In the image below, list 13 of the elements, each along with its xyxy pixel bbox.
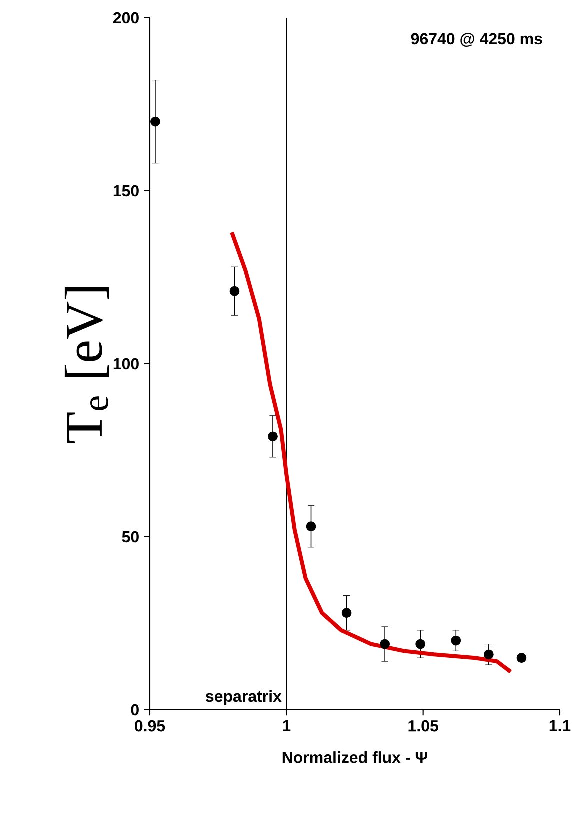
y-tick-label: 100 [114,358,139,370]
x-tick-label: 1.05 [408,720,438,732]
x-tick-label: 1 [283,720,291,732]
annotation: 96740 @ 4250 ms [411,33,542,47]
x-tick-label: 1.1 [550,720,571,732]
y-tick-label: 200 [113,12,139,24]
y-axis-title: T$_{e}$ [eV] [64,288,110,444]
y-tick-label: 0 [131,704,139,716]
x-tick-label: 0.95 [135,720,166,732]
y-tick-label: 150 [114,185,139,197]
x-axis-title: Normalized flux - Ψ [282,752,428,764]
ref-line-label: separatrix [206,690,282,706]
y-tick-label: 50 [122,531,139,543]
